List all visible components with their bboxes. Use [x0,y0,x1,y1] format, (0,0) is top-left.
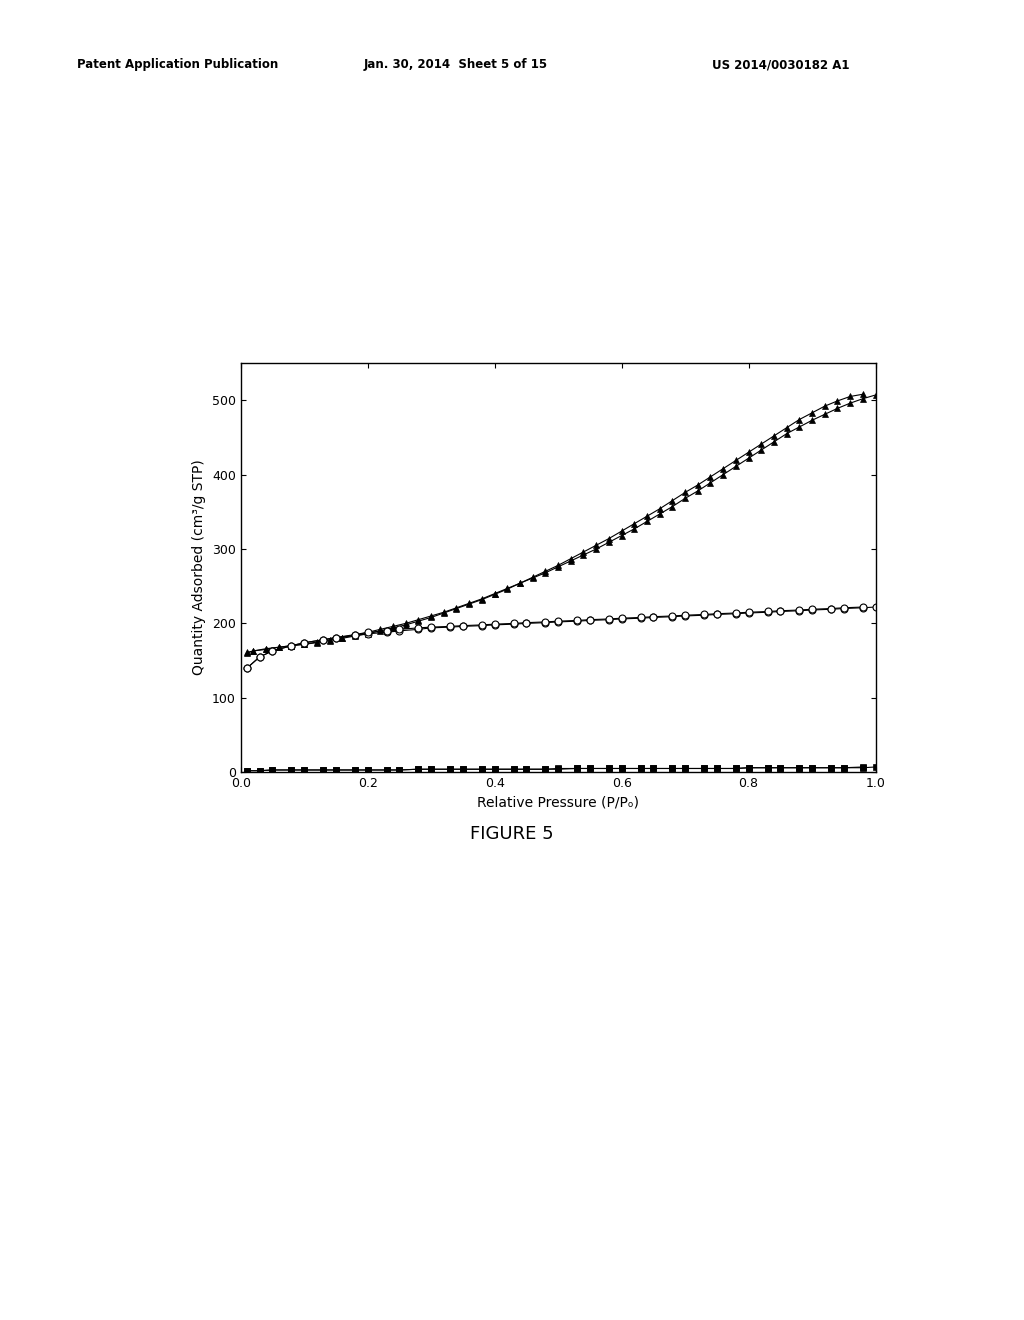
Text: FIGURE 5: FIGURE 5 [470,825,554,843]
Text: US 2014/0030182 A1: US 2014/0030182 A1 [712,58,849,71]
Text: Jan. 30, 2014  Sheet 5 of 15: Jan. 30, 2014 Sheet 5 of 15 [364,58,548,71]
Text: Patent Application Publication: Patent Application Publication [77,58,279,71]
X-axis label: Relative Pressure (P/Pₒ): Relative Pressure (P/Pₒ) [477,796,639,809]
Y-axis label: Quantity Adsorbed (cm³/g STP): Quantity Adsorbed (cm³/g STP) [193,459,206,676]
